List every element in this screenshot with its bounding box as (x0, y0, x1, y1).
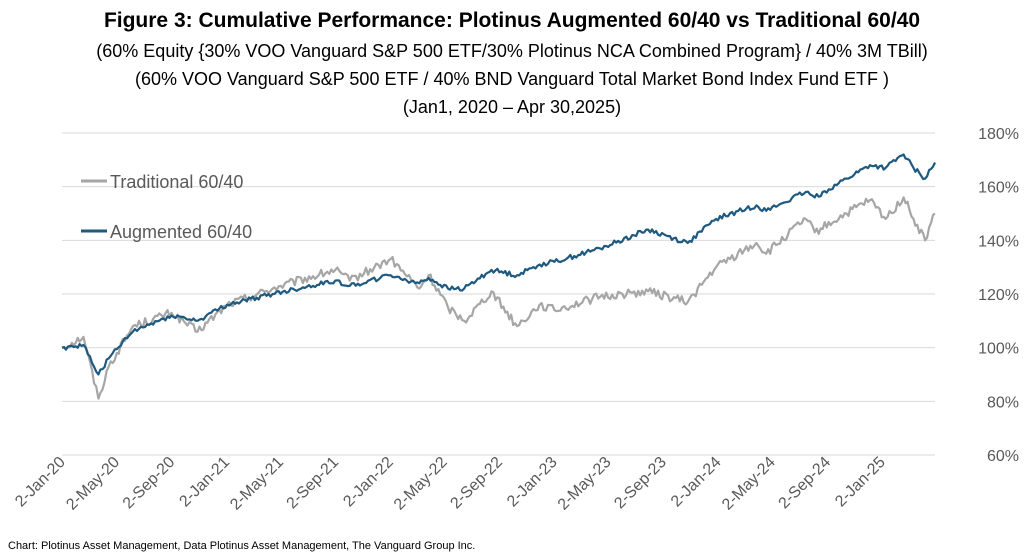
x-axis-tick-labels: 2-Jan-202-May-202-Sep-202-Jan-212-May-21… (12, 454, 889, 514)
legend-label: Traditional 60/40 (110, 172, 243, 192)
series-line-augmented (61, 153, 936, 376)
x-tick-label: 2-May-23 (555, 454, 615, 514)
y-tick-label: 80% (987, 394, 1019, 411)
x-tick-label: 2-Jan-22 (340, 454, 397, 511)
x-tick-label: 2-Sep-24 (776, 454, 835, 513)
x-tick-label: 2-Sep-23 (611, 454, 670, 513)
x-tick-label: 2-Jan-20 (12, 454, 69, 511)
y-tick-label: 160% (978, 180, 1019, 197)
series-lines (61, 153, 936, 400)
y-axis-tick-labels: 60% 80% 100% 120% 140% 160% 180% (978, 126, 1019, 465)
chart-subtitle-3: (Jan1, 2020 – Apr 30,2025) (402, 97, 622, 117)
legend: Traditional 60/40 Augmented 60/40 (81, 172, 252, 242)
y-tick-label: 120% (978, 287, 1019, 304)
y-tick-label: 60% (987, 448, 1019, 465)
x-tick-label: 2-Jan-24 (668, 454, 725, 511)
x-tick-label: 2-May-20 (63, 454, 123, 514)
chart-title: Figure 3: Cumulative Performance: Plotin… (103, 9, 921, 32)
x-tick-label: 2-Jan-21 (176, 454, 233, 511)
chart-subtitle-2: (60% VOO Vanguard S&P 500 ETF / 40% BND … (134, 69, 890, 89)
x-tick-label: 2-Sep-21 (284, 454, 343, 513)
x-tick-label: 2-May-22 (391, 454, 451, 514)
gridlines (62, 132, 935, 456)
y-tick-label: 140% (978, 233, 1019, 250)
y-tick-label: 100% (978, 341, 1019, 358)
x-tick-label: 2-May-24 (719, 454, 779, 514)
x-tick-label: 2-May-21 (227, 454, 287, 514)
x-tick-label: 2-Jan-25 (832, 454, 889, 511)
chart-footnote: Chart: Plotinus Asset Management, Data P… (8, 540, 476, 552)
x-tick-label: 2-Sep-22 (447, 454, 506, 513)
series-line-traditional (61, 196, 936, 400)
x-tick-label: 2-Jan-23 (504, 454, 561, 511)
x-tick-label: 2-Sep-20 (120, 454, 179, 513)
chart-subtitle-1: (60% Equity {30% VOO Vanguard S&P 500 ET… (96, 41, 928, 61)
legend-label: Augmented 60/40 (110, 222, 252, 242)
y-tick-label: 180% (978, 126, 1019, 143)
